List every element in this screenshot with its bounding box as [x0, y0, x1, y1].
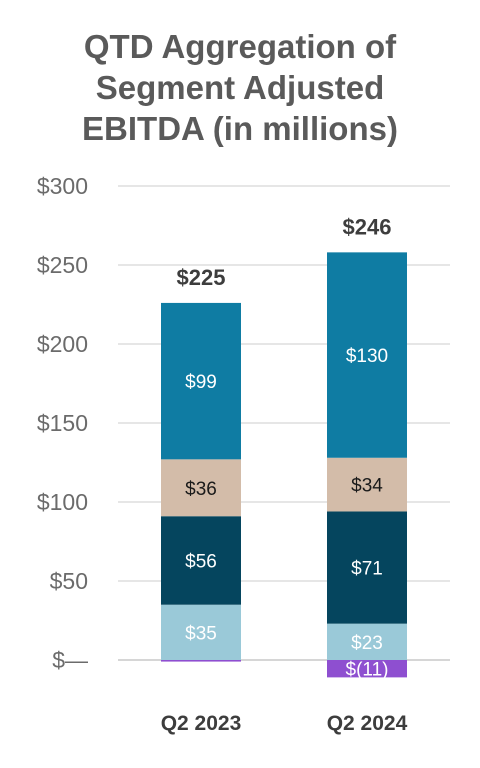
x-category-label: Q2 2024 [327, 712, 408, 735]
segment-value-label: $56 [185, 551, 217, 572]
y-tick-label: $250 [37, 252, 88, 278]
x-category-label: Q2 2023 [161, 712, 242, 735]
bar-segment [161, 660, 241, 662]
bar-segment [327, 511, 407, 624]
segment-value-label: $99 [185, 372, 217, 393]
y-tick-label: $150 [37, 410, 88, 436]
bar-segment [327, 623, 407, 660]
y-tick-label: $200 [37, 331, 88, 357]
segment-value-label: $(11) [346, 660, 389, 681]
bar-segment [161, 516, 241, 605]
segment-value-label: $130 [346, 346, 388, 367]
bar-segment [327, 252, 407, 458]
bar-total-label: $246 [343, 214, 392, 239]
bar-segment [161, 459, 241, 517]
bar-segment [161, 302, 241, 460]
segment-value-label: $71 [351, 559, 383, 580]
y-tick-label: $100 [37, 489, 88, 515]
chart-title-line-1: QTD Aggregation of [83, 28, 397, 65]
segment-value-label: $35 [185, 623, 217, 644]
segment-value-label: $23 [351, 633, 383, 654]
bar-segment [327, 660, 407, 678]
segment-value-label: $36 [185, 479, 217, 500]
chart-title: QTD Aggregation of Segment Adjusted EBIT… [0, 26, 480, 149]
y-tick-label: $— [52, 647, 88, 673]
segment-value-label: $34 [351, 476, 383, 497]
bar-total-label: $225 [177, 265, 226, 290]
bar-segment [161, 604, 241, 660]
chart-title-line-2: Segment Adjusted [95, 69, 385, 106]
y-tick-label: $50 [50, 568, 88, 594]
y-tick-label: $300 [37, 173, 88, 199]
bar-segment [327, 457, 407, 512]
chart-title-line-3: EBITDA (in millions) [82, 110, 398, 147]
